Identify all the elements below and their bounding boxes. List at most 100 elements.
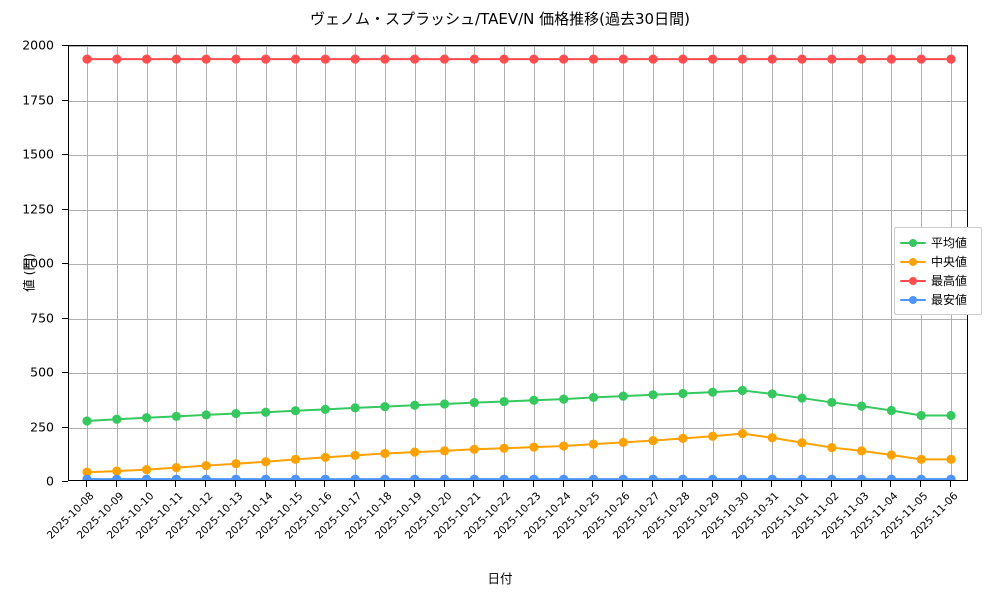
legend[interactable]: 平均値 中央値 最高値 最安値 [894,227,982,315]
data-point[interactable] [350,54,360,64]
data-point[interactable] [290,54,301,64]
data-point[interactable] [171,463,181,473]
data-point[interactable] [708,387,718,397]
data-point[interactable] [708,474,718,481]
data-point[interactable] [350,403,360,413]
data-point[interactable] [827,474,837,481]
data-point[interactable] [678,433,688,443]
data-point[interactable] [469,54,479,64]
data-point[interactable] [469,444,479,454]
data-point[interactable] [767,433,777,443]
data-point[interactable] [261,54,271,64]
data-point[interactable] [439,474,450,481]
data-point[interactable] [499,54,509,64]
data-point[interactable] [618,437,628,447]
data-point[interactable] [648,435,658,446]
data-point[interactable] [410,54,420,64]
data-point[interactable] [767,474,777,481]
data-point[interactable] [946,474,956,481]
data-point[interactable] [588,439,599,449]
data-point[interactable] [529,54,539,64]
data-point[interactable] [469,398,479,408]
data-point[interactable] [499,396,509,407]
data-point[interactable] [141,474,152,481]
data-point[interactable] [231,408,241,419]
data-point[interactable] [946,454,956,464]
data-point[interactable] [290,474,301,481]
legend-item[interactable]: 平均値 [900,233,975,252]
data-point[interactable] [171,54,181,64]
data-point[interactable] [171,474,181,481]
data-point[interactable] [499,474,509,481]
data-point[interactable] [320,452,330,462]
data-point[interactable] [886,450,897,460]
data-point[interactable] [380,448,390,459]
data-point[interactable] [737,429,748,439]
data-point[interactable] [320,404,330,415]
data-point[interactable] [320,54,330,64]
data-point[interactable] [529,474,539,481]
data-point[interactable] [737,385,748,396]
data-point[interactable] [737,54,748,64]
data-point[interactable] [797,393,807,403]
data-point[interactable] [767,54,777,64]
data-point[interactable] [380,474,390,481]
data-point[interactable] [648,54,658,64]
data-point[interactable] [261,474,271,481]
data-point[interactable] [290,406,301,416]
data-point[interactable] [559,441,569,451]
data-point[interactable] [678,474,688,481]
data-point[interactable] [82,416,92,426]
data-point[interactable] [678,54,688,64]
data-point[interactable] [231,54,241,64]
data-point[interactable] [469,474,479,481]
data-point[interactable] [380,54,390,64]
data-point[interactable] [857,474,867,481]
data-point[interactable] [290,454,301,464]
data-point[interactable] [827,54,837,64]
data-point[interactable] [201,461,211,471]
data-point[interactable] [797,438,807,448]
data-point[interactable] [857,446,867,456]
data-point[interactable] [916,474,926,481]
data-point[interactable] [648,474,658,481]
data-point[interactable] [171,411,181,421]
data-point[interactable] [112,54,122,64]
data-point[interactable] [797,54,807,64]
data-point[interactable] [559,394,569,404]
data-point[interactable] [112,466,122,476]
data-point[interactable] [410,474,420,481]
data-point[interactable] [82,54,92,64]
legend-item[interactable]: 中央値 [900,252,975,271]
data-point[interactable] [201,54,211,64]
data-point[interactable] [529,395,539,405]
data-point[interactable] [648,390,658,400]
data-point[interactable] [320,474,330,481]
data-point[interactable] [618,391,628,401]
data-point[interactable] [946,54,956,64]
data-point[interactable] [141,464,152,475]
data-point[interactable] [439,54,450,64]
data-point[interactable] [141,54,152,64]
data-point[interactable] [588,54,599,64]
data-point[interactable] [141,413,152,423]
data-point[interactable] [261,457,271,467]
data-point[interactable] [559,474,569,481]
data-point[interactable] [767,389,777,399]
data-point[interactable] [916,454,926,464]
data-point[interactable] [737,474,748,481]
data-point[interactable] [916,54,926,64]
data-point[interactable] [112,414,122,424]
data-point[interactable] [797,474,807,481]
data-point[interactable] [946,410,956,421]
data-point[interactable] [350,474,360,481]
data-point[interactable] [380,401,390,412]
data-point[interactable] [886,54,897,64]
data-point[interactable] [529,442,539,452]
data-point[interactable] [618,474,628,481]
legend-item[interactable]: 最高値 [900,271,975,290]
data-point[interactable] [559,54,569,64]
data-point[interactable] [82,474,92,481]
data-point[interactable] [201,410,211,420]
data-point[interactable] [201,474,211,481]
